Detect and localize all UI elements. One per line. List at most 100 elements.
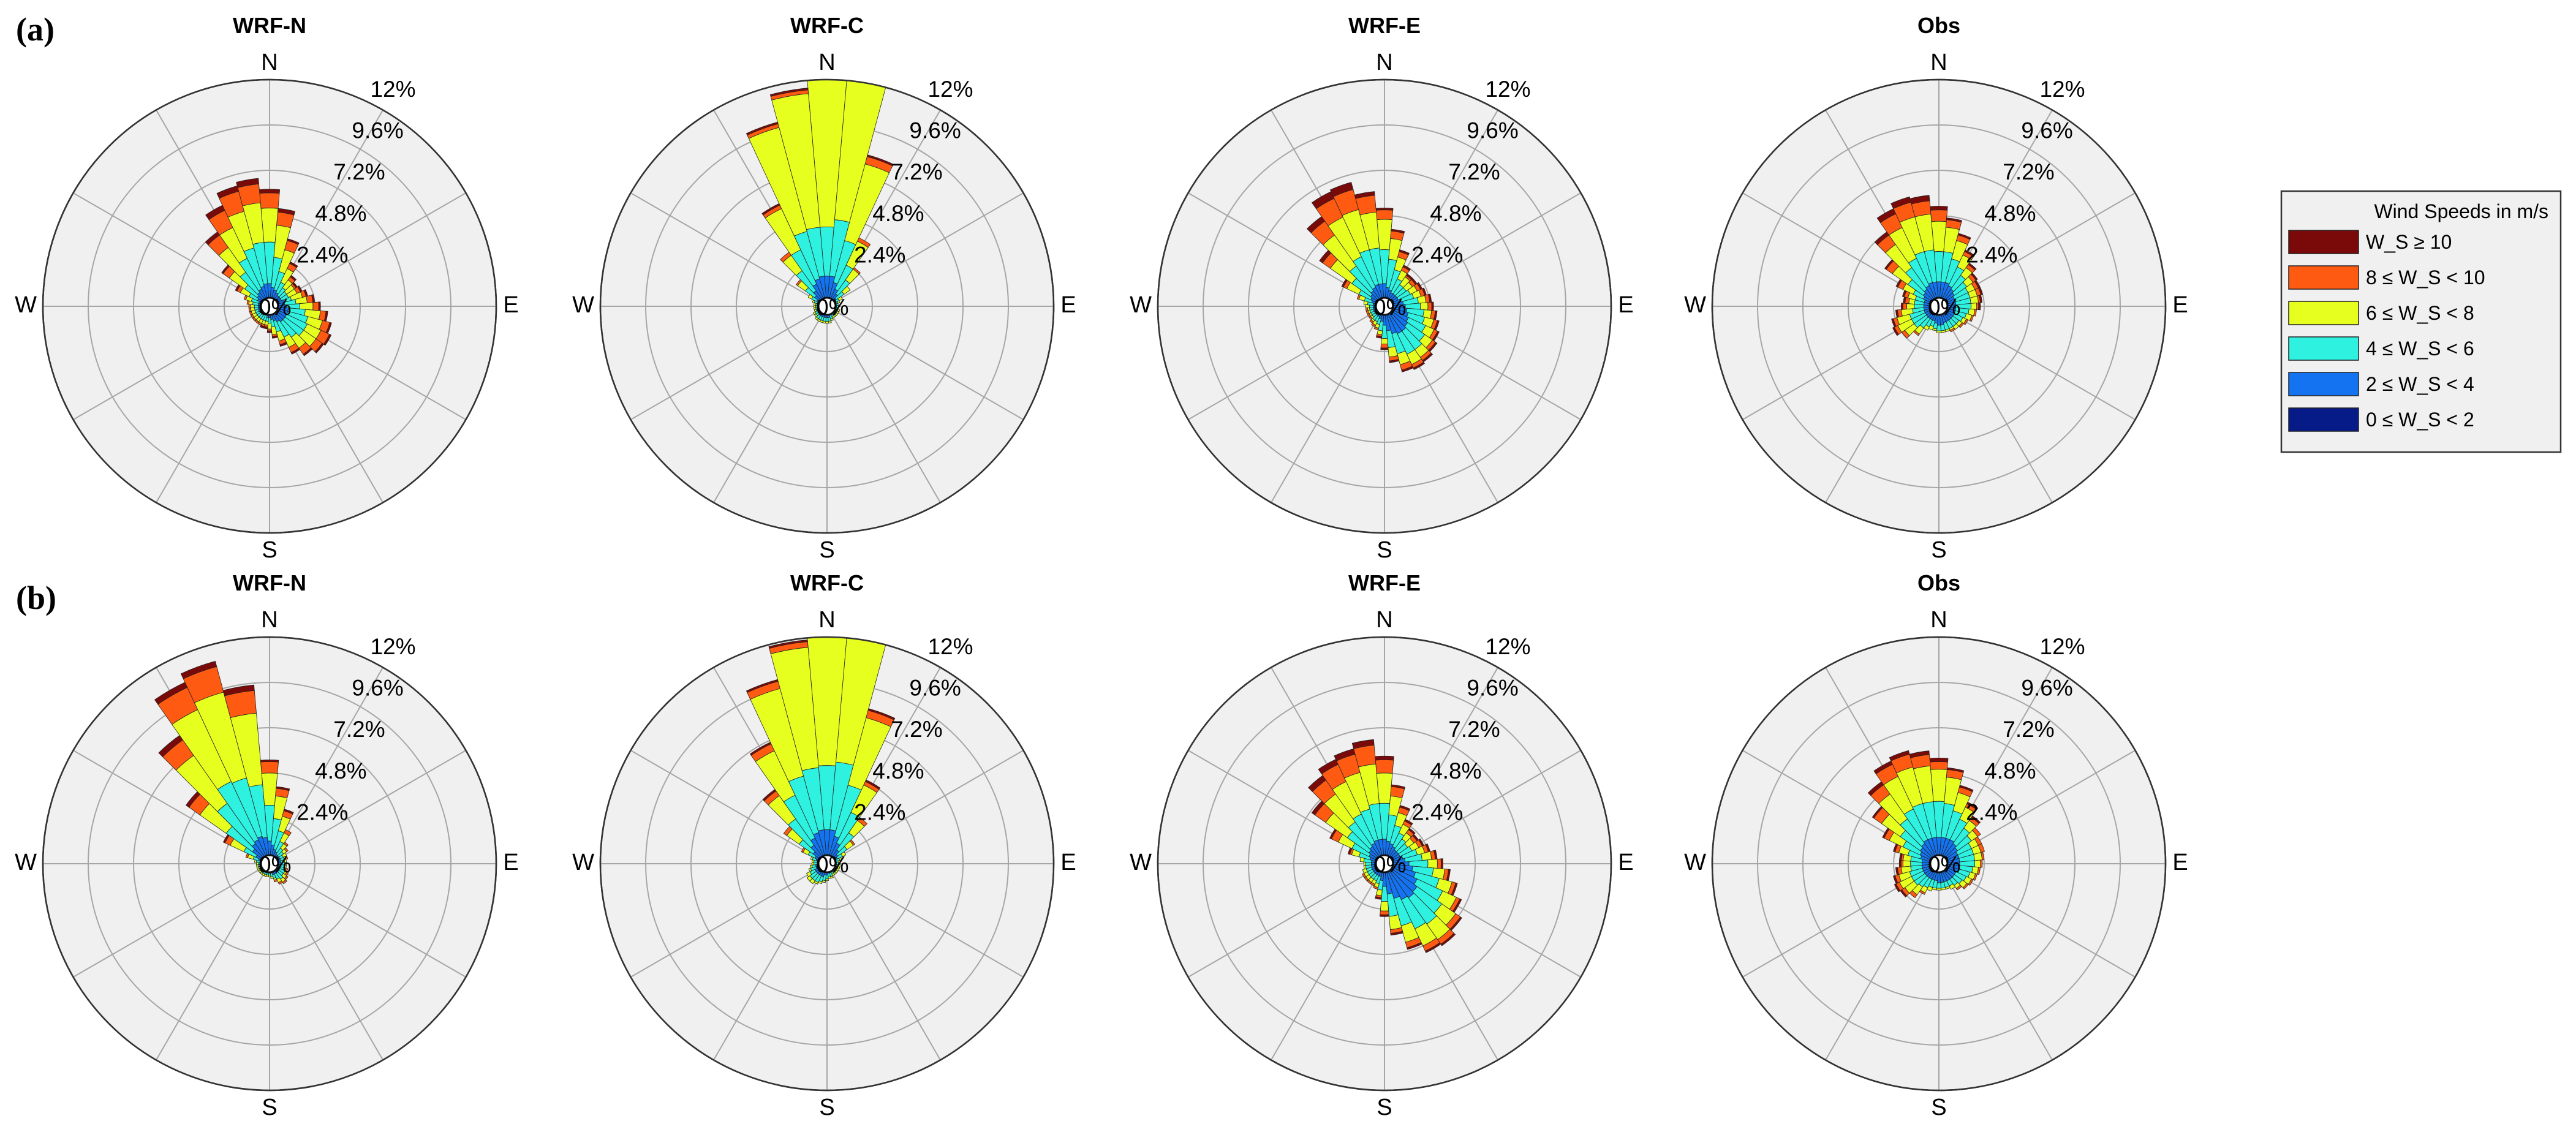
grid-spoke [269, 750, 466, 864]
legend: Wind Speeds in m/s W_S ≥ 10 8 ≤ W_S < 10 6… [2280, 190, 2562, 453]
rose-petal-0-bin-4 [260, 761, 279, 774]
legend-swatch [2288, 407, 2359, 432]
grid-spoke [1271, 306, 1385, 503]
ring-label: 12% [1485, 77, 1530, 102]
grid-spoke [713, 863, 828, 1060]
compass-label-s: S [819, 1095, 834, 1120]
ring-label: 12% [927, 634, 973, 659]
ring-label: 0% [1928, 295, 1960, 320]
ring-label: 7.2% [891, 717, 942, 742]
ring-label: 12% [1485, 634, 1530, 659]
rose-title: WRF-E [1348, 570, 1421, 595]
grid-spoke [826, 863, 941, 1060]
grid-spoke [826, 863, 1024, 978]
rose-petal-0-bin-4 [259, 192, 280, 209]
compass-label-s: S [262, 1095, 277, 1120]
rose-petal-90-bin-4 [1427, 301, 1432, 311]
ring-label: 2.4% [1966, 242, 2017, 267]
wind-rose-b-wrf-c: WRF-C N E S W 0% 2.4% 4.8% 7.2% 9.6% 12% [572, 570, 1076, 1120]
rose-petal-90-bin-3 [1974, 859, 1981, 868]
rose-border [1157, 78, 1612, 534]
ring-label: 7.2% [1448, 159, 1500, 184]
ring-label: 9.6% [909, 676, 961, 701]
rose-petal-90-bin-3 [1419, 302, 1429, 311]
rose-petal-180-bin-4 [1380, 910, 1389, 915]
grid-spoke [1938, 863, 2053, 1060]
legend-label: 6 ≤ W_S < 8 [2366, 302, 2474, 324]
compass-label-e: E [503, 292, 518, 318]
wind-roses: WRF-N N E S W 0% 2.4% 4.8% 7.2% 9.6% 12% WRF-C N E S W 0… [15, 13, 2188, 1120]
ring-label: 9.6% [352, 118, 403, 143]
compass-label-n: N [261, 607, 278, 633]
ring-label: 9.6% [909, 118, 961, 143]
wind-rose-b-wrf-n: WRF-N N E S W 0% 2.4% 4.8% 7.2% 9.6% 12% [15, 570, 519, 1120]
grid-spoke [269, 863, 383, 1060]
compass-label-s: S [1931, 1095, 1946, 1120]
legend-label: 2 ≤ W_S < 4 [2366, 373, 2474, 395]
rose-petal-90-bin-3 [1427, 859, 1438, 869]
rose-border [1711, 636, 2167, 1092]
ring-label: 2.4% [854, 799, 905, 825]
rose-petal-180-bin-3 [1380, 900, 1389, 912]
rose-title: WRF-N [233, 570, 306, 595]
rose-petal-180-bin-3 [1381, 338, 1388, 345]
rose-petal-0-bin-4 [1375, 760, 1394, 774]
ring-label: 4.8% [872, 201, 924, 226]
compass-label-e: E [1060, 292, 1076, 318]
compass-label-e: E [1618, 850, 1633, 875]
rose-border [599, 636, 1055, 1092]
ring-label: 4.8% [315, 758, 366, 783]
ring-label: 9.6% [1467, 118, 1518, 143]
legend-title: Wind Speeds in m/s [2374, 200, 2548, 222]
compass-label-w: W [1130, 850, 1152, 875]
legend-label: 4 ≤ W_S < 6 [2366, 338, 2474, 360]
grid-spoke [826, 750, 1024, 864]
rose-title: Obs [1917, 13, 1960, 38]
compass-label-s: S [819, 537, 834, 563]
rose-center [1375, 854, 1394, 874]
compass-label-n: N [1930, 607, 1947, 633]
ring-label: 2.4% [1966, 799, 2017, 825]
wind-rose-a-wrf-e: WRF-E N E S W 0% 2.4% 4.8% 7.2% 9.6% 12% [1130, 13, 1634, 563]
legend-swatch [2288, 336, 2359, 361]
ring-label: 0% [259, 852, 291, 877]
ring-label: 12% [370, 634, 415, 659]
ring-label: 7.2% [333, 717, 385, 742]
ring-label: 2.4% [1411, 799, 1463, 825]
compass-label-e: E [1618, 292, 1633, 318]
compass-label-s: S [1377, 537, 1392, 563]
rose-petal-90-bin-4 [1437, 858, 1441, 869]
rose-petal-270-bin-4 [1902, 303, 1908, 310]
rose-petal-0-bin-4 [1375, 209, 1394, 221]
row-a-label: (a) [16, 11, 55, 48]
compass-label-n: N [818, 50, 835, 75]
rose-border [1711, 78, 2167, 534]
grid-spoke [269, 863, 466, 978]
rose-title: WRF-C [790, 570, 864, 595]
ring-label: 2.4% [297, 799, 348, 825]
ring-label: 4.8% [1430, 758, 1481, 783]
rose-border [599, 78, 1055, 534]
ring-label: 7.2% [333, 159, 385, 184]
compass-label-n: N [818, 607, 835, 633]
grid-spoke [1825, 306, 1940, 503]
ring-label: 0% [816, 295, 848, 320]
ring-label: 2.4% [297, 242, 348, 267]
ring-label: 9.6% [352, 676, 403, 701]
compass-label-w: W [1684, 850, 1706, 875]
compass-label-w: W [15, 850, 37, 875]
ring-label: 7.2% [891, 159, 942, 184]
compass-label-e: E [503, 850, 518, 875]
legend-swatch [2288, 265, 2359, 290]
grid-spoke [73, 863, 270, 978]
rose-petal-0-bin-4 [1930, 209, 1948, 222]
grid-spoke [1938, 306, 2053, 503]
compass-label-w: W [1684, 292, 1706, 318]
ring-label: 0% [259, 295, 291, 320]
grid-spoke [826, 192, 1024, 307]
ring-label: 4.8% [872, 758, 924, 783]
grid-spoke [630, 306, 828, 420]
compass-label-w: W [572, 292, 594, 318]
compass-label-w: W [572, 850, 594, 875]
